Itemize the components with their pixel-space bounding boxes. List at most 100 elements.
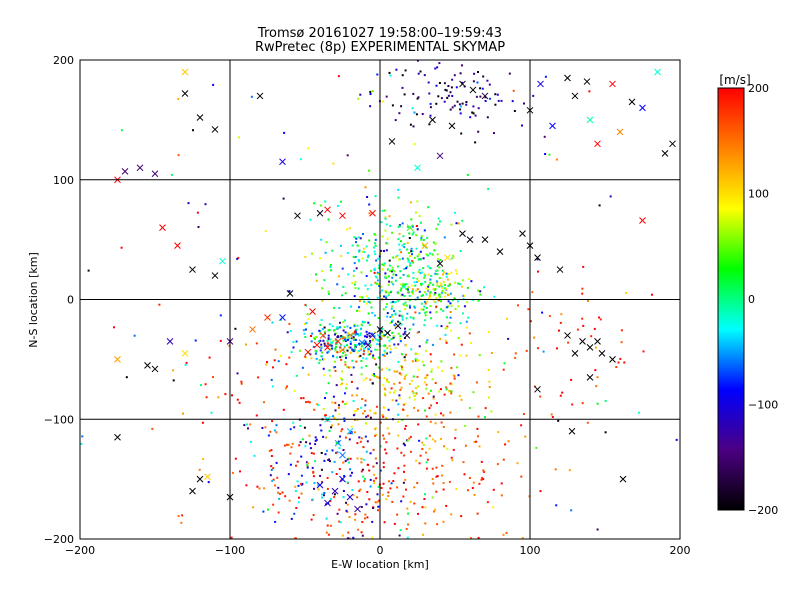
data-dot xyxy=(468,278,471,280)
data-dot xyxy=(345,402,348,405)
data-cross xyxy=(436,260,444,267)
data-dot xyxy=(348,516,351,518)
data-dot xyxy=(412,261,415,264)
data-dot xyxy=(425,307,428,309)
data-dot xyxy=(400,353,403,356)
data-dot xyxy=(275,461,278,464)
data-dot xyxy=(478,354,481,357)
data-dot xyxy=(367,321,370,324)
data-dot xyxy=(341,267,344,270)
data-dot xyxy=(424,314,427,317)
data-dot xyxy=(386,427,389,430)
data-dot xyxy=(452,254,455,257)
data-dot xyxy=(415,113,418,116)
data-dot xyxy=(341,378,343,381)
data-dot xyxy=(364,340,367,343)
data-dot xyxy=(544,153,547,155)
data-dot xyxy=(405,488,407,491)
data-dot xyxy=(440,284,443,287)
data-dot xyxy=(328,323,331,326)
data-dot xyxy=(301,366,304,369)
data-dot xyxy=(245,343,247,346)
data-dot xyxy=(381,263,384,266)
data-dot xyxy=(470,280,473,283)
data-dot xyxy=(403,464,406,467)
data-dot xyxy=(385,295,388,298)
data-dot xyxy=(448,390,451,393)
data-dot xyxy=(429,267,432,270)
data-dot xyxy=(356,333,359,335)
data-cross xyxy=(196,475,204,483)
data-dot xyxy=(351,281,354,284)
data-dot xyxy=(425,253,428,256)
data-dot xyxy=(380,337,383,340)
data-dot xyxy=(461,64,463,67)
data-dot xyxy=(435,297,438,300)
data-dot xyxy=(290,446,293,449)
data-cross xyxy=(598,350,606,357)
data-dot xyxy=(245,423,248,426)
data-dot xyxy=(384,448,387,451)
data-dot xyxy=(287,443,290,446)
data-dot xyxy=(182,412,184,415)
data-dot xyxy=(393,301,396,304)
data-dot xyxy=(151,427,154,430)
data-dot xyxy=(430,360,432,363)
data-dot xyxy=(401,86,404,89)
data-dot xyxy=(357,250,360,253)
data-dot xyxy=(398,224,401,227)
data-dot xyxy=(465,103,468,106)
data-dot xyxy=(470,341,472,344)
data-cross xyxy=(616,128,624,136)
data-dot xyxy=(386,378,389,381)
data-dot xyxy=(475,95,478,98)
data-dot xyxy=(483,471,486,473)
data-dot xyxy=(446,96,449,99)
data-dot xyxy=(427,285,430,288)
data-dot xyxy=(405,528,408,530)
data-dot xyxy=(434,292,437,294)
data-dot xyxy=(531,291,534,294)
data-dot xyxy=(351,359,354,362)
data-dot xyxy=(359,93,362,96)
data-dot xyxy=(421,294,424,297)
data-dot xyxy=(497,99,500,102)
data-dot xyxy=(449,411,452,414)
data-dot xyxy=(484,96,487,99)
data-cross xyxy=(204,473,211,481)
data-dot xyxy=(373,267,376,270)
data-dot xyxy=(417,258,420,261)
data-dot xyxy=(365,302,368,305)
data-dot xyxy=(310,518,313,521)
data-dot xyxy=(403,93,406,96)
data-dot xyxy=(388,71,391,74)
data-dot xyxy=(336,451,339,454)
data-dot xyxy=(324,330,327,333)
data-dot xyxy=(392,256,395,259)
data-dot xyxy=(386,315,389,318)
data-dot xyxy=(385,95,388,98)
data-dot xyxy=(358,310,361,312)
data-dot xyxy=(430,404,433,407)
data-dot xyxy=(323,492,326,494)
data-dot xyxy=(255,342,258,345)
data-dot xyxy=(486,116,489,119)
data-dot xyxy=(445,316,448,319)
data-dot xyxy=(272,366,274,369)
data-cross xyxy=(414,164,421,172)
data-dot xyxy=(369,344,372,347)
data-dot xyxy=(482,75,485,78)
data-dot xyxy=(451,459,454,462)
data-dot xyxy=(444,291,447,294)
data-dot xyxy=(393,382,396,385)
data-cross xyxy=(496,248,504,255)
y-tick-label: 100 xyxy=(53,174,74,187)
x-tick-label: −100 xyxy=(215,544,245,557)
data-dot xyxy=(364,404,367,407)
data-dot xyxy=(487,368,490,371)
data-dot xyxy=(397,360,400,363)
data-dot xyxy=(330,426,333,429)
data-dot xyxy=(405,267,408,270)
data-dot xyxy=(330,344,333,347)
data-dot xyxy=(441,474,444,477)
